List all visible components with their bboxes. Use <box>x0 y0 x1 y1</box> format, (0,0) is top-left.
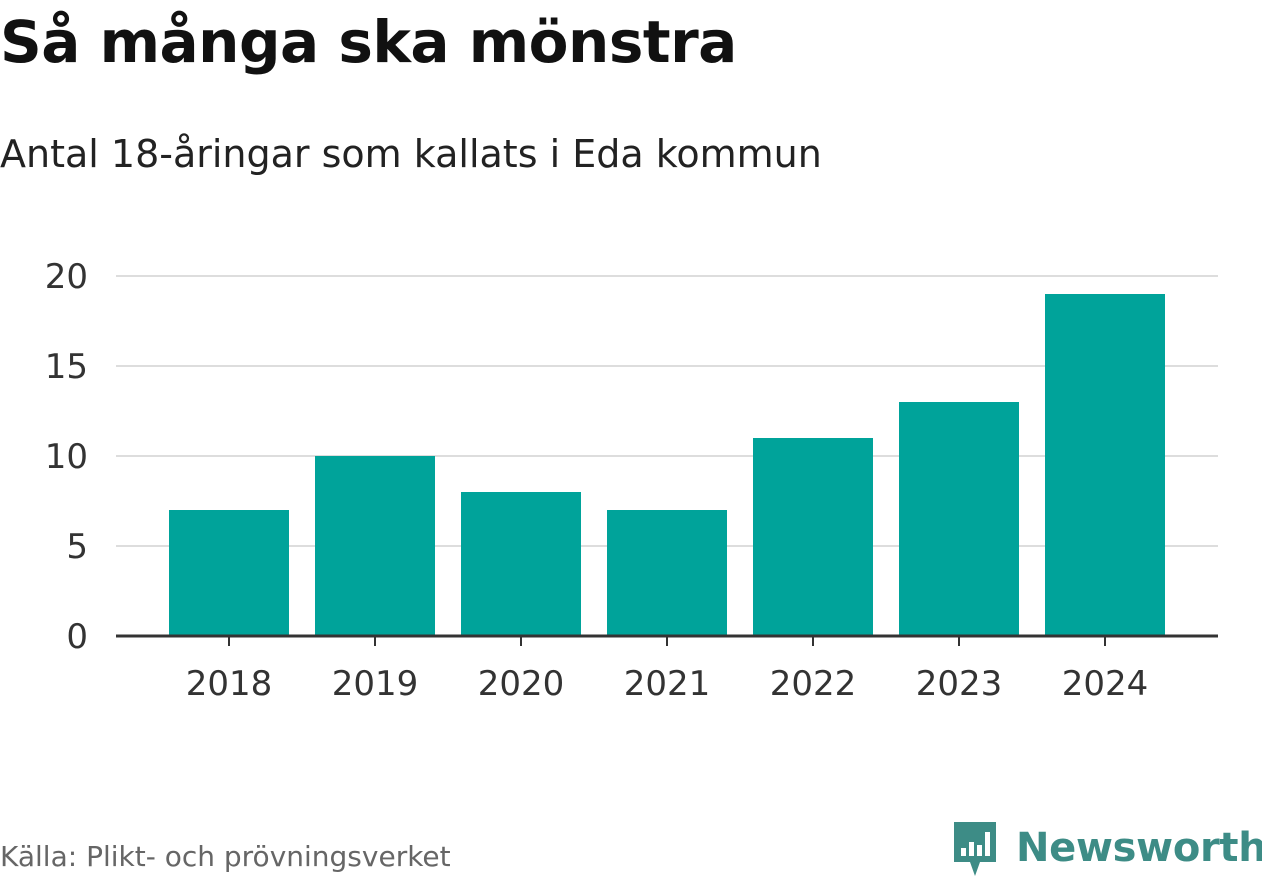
chart-title: Så många ska mönstra <box>0 8 737 76</box>
x-tick-label: 2020 <box>478 664 565 704</box>
y-tick-label: 0 <box>66 617 88 657</box>
bar <box>607 510 727 636</box>
x-tick-label: 2019 <box>332 664 419 704</box>
x-tick-label: 2021 <box>624 664 711 704</box>
bar <box>899 402 1019 636</box>
y-tick-label: 5 <box>66 527 88 567</box>
brand-name: Newsworthy <box>1016 825 1262 871</box>
y-tick-label: 10 <box>45 437 88 477</box>
brand-logo: Newsworthy <box>950 818 1262 878</box>
x-tick-label: 2018 <box>186 664 273 704</box>
newsworthy-logo-icon <box>954 822 996 876</box>
source-note: Källa: Plikt- och prövningsverket <box>0 840 451 873</box>
y-tick-label: 20 <box>45 257 88 297</box>
chart-subtitle: Antal 18-åringar som kallats i Eda kommu… <box>0 132 822 176</box>
bar <box>753 438 873 636</box>
x-tick-label: 2023 <box>916 664 1003 704</box>
bar <box>461 492 581 636</box>
bar <box>1045 294 1165 636</box>
bar <box>315 456 435 636</box>
bar-chart: 0 5 10 15 20 2018 2019 2020 2021 2022 2023 2024 <box>45 257 1218 704</box>
y-tick-label: 15 <box>45 347 88 387</box>
x-tick-label: 2024 <box>1062 664 1149 704</box>
x-tick-label: 2022 <box>770 664 857 704</box>
bar <box>169 510 289 636</box>
